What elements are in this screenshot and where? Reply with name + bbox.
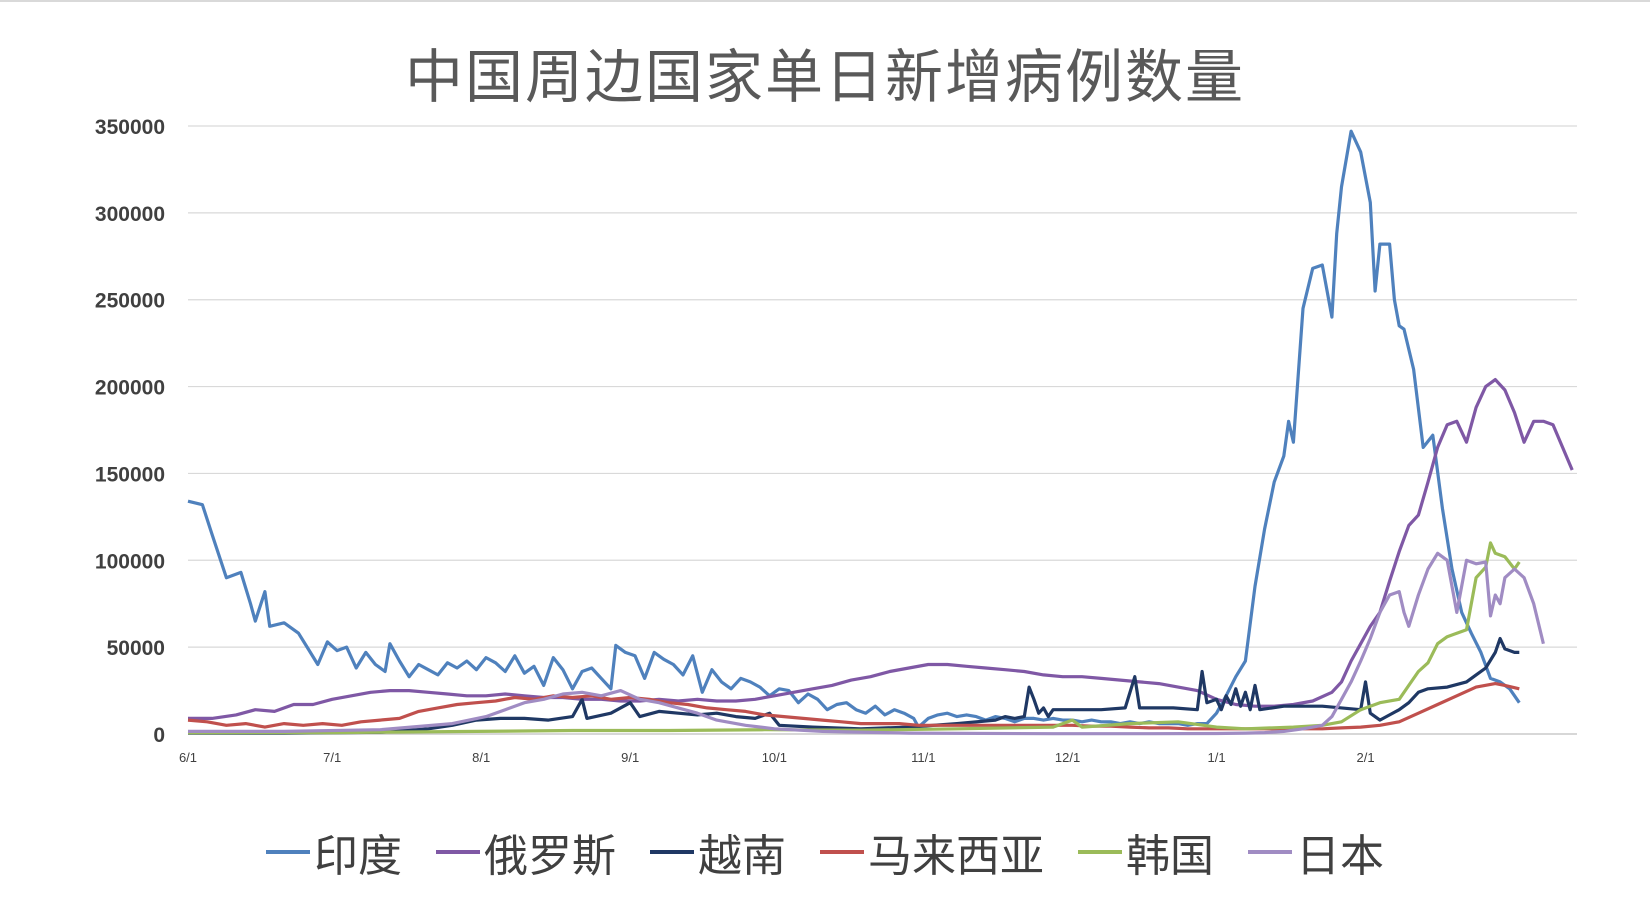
x-tick-label: 2/1 xyxy=(1356,750,1374,765)
legend-item: 韩国 xyxy=(1078,820,1214,884)
legend-label: 马来西亚 xyxy=(868,831,1044,882)
y-tick-label: 250000 xyxy=(95,290,165,313)
x-tick-label: 12/1 xyxy=(1055,750,1080,765)
y-tick-label: 50000 xyxy=(107,637,165,660)
legend-item: 马来西亚 xyxy=(820,820,1044,884)
x-tick-label: 8/1 xyxy=(472,750,490,765)
x-tick-label: 11/1 xyxy=(911,750,935,765)
legend-label: 印度 xyxy=(314,831,402,882)
x-tick-label: 10/1 xyxy=(762,750,787,765)
gridlines xyxy=(188,125,1577,735)
legend-label: 日本 xyxy=(1296,831,1384,882)
legend-swatch xyxy=(1248,850,1292,854)
top-border xyxy=(0,0,1650,2)
legend-label: 越南 xyxy=(698,831,786,882)
y-tick-label: 350000 xyxy=(95,116,165,139)
legend-swatch xyxy=(436,850,480,854)
chart-title: 中国周边国家单日新增病例数量 xyxy=(404,43,1245,111)
y-tick-label: 300000 xyxy=(95,203,165,226)
legend-item: 越南 xyxy=(650,820,786,884)
legend-label: 韩国 xyxy=(1126,831,1214,882)
x-tick-label: 9/1 xyxy=(621,750,639,765)
x-axis-ticks: 6/1 7/1 8/1 9/1 10/1 11/1 12/1 1/1 2/1 xyxy=(179,750,1375,765)
legend-swatch xyxy=(1078,850,1122,854)
x-tick-label: 7/1 xyxy=(323,750,341,765)
legend-swatch xyxy=(650,850,694,854)
series-line-越南 xyxy=(188,636,1520,735)
legend-label: 俄罗斯 xyxy=(484,831,616,882)
y-tick-label: 0 xyxy=(153,724,165,747)
legend-item: 日本 xyxy=(1248,820,1384,884)
legend-item: 印度 xyxy=(266,820,402,884)
y-tick-label: 100000 xyxy=(95,550,165,573)
y-tick-label: 150000 xyxy=(95,463,165,486)
series-lines xyxy=(187,129,1574,736)
x-tick-label: 1/1 xyxy=(1207,750,1225,765)
legend: 印度 俄罗斯 越南 马来西亚 韩国 日本 xyxy=(0,820,1650,884)
x-tick-label: 6/1 xyxy=(179,750,197,765)
y-tick-label: 200000 xyxy=(95,377,165,400)
y-axis-ticks: 0 50000 100000 150000 200000 250000 300000 3500… xyxy=(95,116,165,747)
series-line-韩国 xyxy=(187,541,1521,735)
series-line-日本 xyxy=(188,551,1545,736)
series-line-印度 xyxy=(187,129,1521,729)
legend-item: 俄罗斯 xyxy=(436,820,616,884)
legend-swatch xyxy=(266,850,310,854)
legend-swatch xyxy=(820,850,864,854)
series-line-俄罗斯 xyxy=(188,378,1574,721)
